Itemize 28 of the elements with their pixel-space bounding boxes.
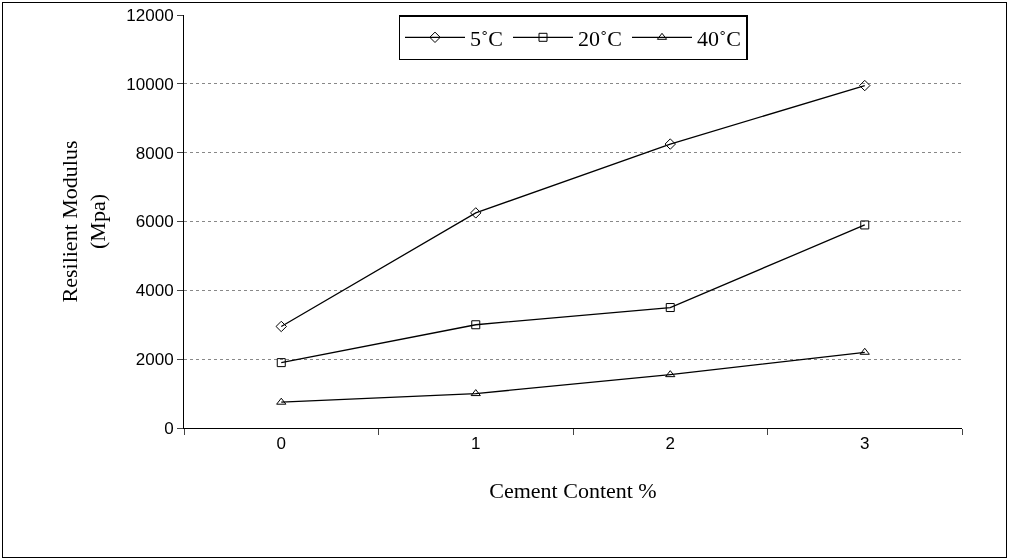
point bbox=[470, 389, 481, 397]
legend-label: 5˚C bbox=[470, 25, 503, 51]
point bbox=[859, 347, 870, 355]
point bbox=[471, 320, 481, 330]
point bbox=[275, 320, 287, 333]
x-tick-label: 1 bbox=[471, 434, 481, 454]
x-axis-title: Cement Content % bbox=[489, 478, 657, 504]
y-tick-label: 0 bbox=[164, 418, 174, 438]
point bbox=[665, 303, 675, 313]
point bbox=[665, 370, 676, 378]
point bbox=[859, 79, 871, 92]
point bbox=[276, 397, 287, 405]
legend-label: 20˚C bbox=[578, 25, 622, 51]
y-tick-label: 2000 bbox=[135, 350, 174, 370]
point bbox=[664, 138, 676, 150]
y-tick-label: 6000 bbox=[135, 212, 174, 232]
x-tick-label: 3 bbox=[860, 434, 870, 454]
y-axis-title: Resilient Modulus (Mpa) bbox=[56, 140, 111, 303]
x-tick-label: 2 bbox=[665, 434, 675, 454]
point bbox=[860, 220, 870, 230]
y-tick-label: 12000 bbox=[126, 5, 174, 25]
x-tick-label: 0 bbox=[276, 434, 286, 454]
legend-label: 40˚C bbox=[697, 25, 741, 51]
point bbox=[276, 358, 286, 368]
point bbox=[470, 207, 482, 219]
y-tick-label: 8000 bbox=[135, 143, 174, 163]
y-tick-label: 10000 bbox=[126, 74, 174, 94]
y-tick-label: 4000 bbox=[135, 281, 174, 301]
